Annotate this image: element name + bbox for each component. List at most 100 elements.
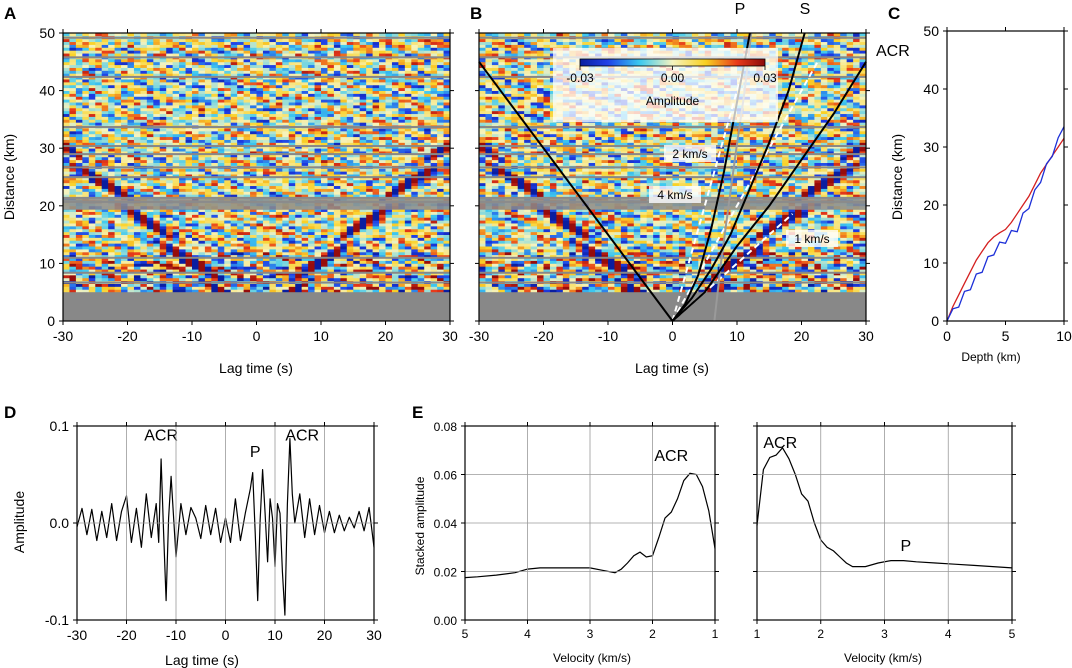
heatmap-cell: [430, 73, 438, 77]
heatmap-cell: [133, 133, 141, 138]
heatmap-cell: [308, 191, 315, 195]
heatmap-cell: [430, 61, 438, 66]
heatmap-cell: [179, 122, 186, 126]
heatmap-cell: [256, 61, 264, 66]
heatmap-cell: [140, 73, 148, 77]
heatmap-cell: [133, 159, 141, 163]
heatmap-cell: [327, 191, 335, 195]
heatmap-cell: [353, 67, 361, 71]
heatmap-cell: [63, 119, 70, 123]
heatmap-cell: [172, 110, 180, 115]
heatmap-cell: [133, 67, 141, 71]
heatmap-cell: [321, 153, 328, 158]
heatmap-cell: [275, 269, 283, 273]
heatmap-cell: [198, 185, 206, 189]
heatmap-cell: [275, 286, 283, 290]
heatmap-cell: [88, 50, 96, 54]
heatmap-cell: [159, 208, 167, 212]
heatmap-cell: [63, 191, 70, 195]
heatmap-cell: [69, 283, 77, 287]
heatmap-cell: [359, 99, 367, 103]
heatmap-cell: [166, 156, 174, 161]
heatmap-cell: [404, 99, 412, 103]
heatmap-cell: [95, 263, 103, 267]
heatmap-cell: [314, 277, 322, 282]
heatmap-cell: [179, 251, 186, 256]
heatmap-cell: [372, 188, 380, 192]
heatmap-cell: [63, 168, 70, 172]
heatmap-cell: [211, 249, 219, 253]
heatmap-cell: [217, 249, 225, 253]
heatmap-cell: [204, 151, 212, 155]
heatmap-cell: [424, 107, 432, 112]
heatmap-cell: [411, 130, 419, 135]
heatmap-cell: [385, 211, 393, 215]
heatmap-cell: [359, 260, 367, 264]
heatmap-cell: [269, 81, 277, 86]
heatmap-cell: [95, 96, 103, 100]
heatmap-cell: [211, 251, 219, 256]
heatmap-cell: [372, 116, 380, 120]
heatmap-cell: [437, 87, 444, 91]
heatmap-cell: [359, 225, 367, 230]
heatmap-cell: [340, 122, 348, 126]
heatmap-cell: [153, 251, 161, 256]
heatmap-cell: [211, 269, 219, 273]
heatmap-cell: [430, 217, 438, 221]
heatmap-cell: [146, 237, 154, 241]
heatmap-cell: [411, 159, 419, 163]
heatmap-cell: [385, 116, 393, 120]
heatmap-cell: [224, 283, 232, 287]
heatmap-cell: [146, 142, 154, 146]
heatmap-cell: [404, 211, 412, 215]
heatmap-cell: [288, 289, 296, 293]
heatmap-cell: [101, 185, 109, 189]
heatmap-cell: [153, 286, 161, 290]
heatmap-cell: [230, 148, 238, 152]
heatmap-cell: [172, 179, 180, 184]
heatmap-cell: [230, 214, 238, 218]
heatmap-cell: [108, 168, 115, 172]
heatmap-cell: [443, 156, 451, 161]
heatmap-cell: [63, 220, 70, 224]
heatmap-cell: [140, 277, 148, 282]
heatmap-cell: [101, 73, 109, 77]
heatmap-cell: [424, 96, 432, 100]
heatmap-cell: [366, 257, 373, 261]
heatmap-cell: [108, 73, 115, 77]
heatmap-cell: [217, 156, 225, 161]
heatmap-cell: [185, 260, 193, 264]
heatmap-cell: [69, 220, 77, 224]
heatmap-cell: [204, 214, 212, 218]
heatmap-cell: [256, 240, 264, 244]
heatmap-cell: [198, 136, 206, 140]
heatmap-cell: [69, 234, 77, 238]
heatmap-cell: [314, 110, 322, 115]
heatmap-cell: [321, 249, 328, 253]
heatmap-cell: [430, 283, 438, 287]
heatmap-cell: [121, 168, 128, 172]
heatmap-cell: [237, 99, 244, 103]
heatmap-cell: [237, 122, 244, 126]
heatmap-cell: [275, 61, 283, 66]
heatmap-cell: [192, 148, 199, 152]
heatmap-cell: [443, 87, 451, 91]
heatmap-cell: [385, 217, 393, 221]
heatmap-cell: [95, 153, 103, 158]
heatmap-cell: [108, 234, 115, 238]
heatmap-cell: [75, 211, 83, 215]
heatmap-cell: [353, 220, 361, 224]
heatmap-cell: [424, 159, 432, 163]
heatmap-cell: [140, 119, 148, 123]
heatmap-cell: [121, 142, 128, 146]
heatmap-cell: [295, 217, 303, 221]
heatmap-cell: [198, 130, 206, 135]
heatmap-cell: [340, 107, 348, 112]
heatmap-cell: [230, 277, 238, 282]
heatmap-cell: [353, 274, 361, 279]
heatmap-cell: [179, 194, 186, 198]
heatmap-cell: [327, 260, 335, 264]
heatmap-cell: [366, 79, 373, 83]
heatmap-cell: [314, 122, 322, 126]
heatmap-cell: [108, 116, 115, 120]
